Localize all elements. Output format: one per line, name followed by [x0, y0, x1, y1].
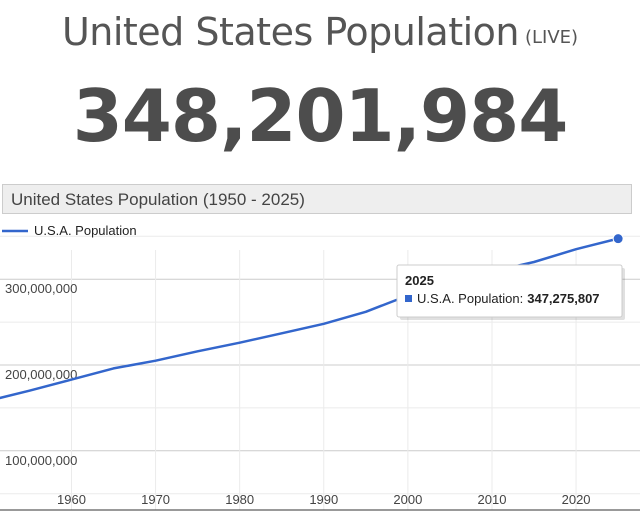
series-line-usa-population[interactable]	[0, 237, 619, 401]
title-text: United States Population	[61, 10, 520, 54]
x-tick-label: 2000	[393, 492, 422, 507]
legend-label: U.S.A. Population	[34, 223, 137, 238]
x-tick-label: 1960	[57, 492, 86, 507]
population-counter: 348,201,984	[72, 74, 569, 158]
y-tick-label: 100,000,000	[5, 453, 77, 468]
x-tick-label: 1980	[225, 492, 254, 507]
legend[interactable]: U.S.A. Population	[2, 223, 137, 238]
y-axis-labels: 100,000,000 200,000,000 300,000,000	[5, 281, 77, 468]
x-tick-label: 1970	[141, 492, 170, 507]
live-label: (LIVE)	[524, 27, 579, 48]
tooltip-title: 2025	[405, 273, 434, 288]
y-tick-label: 200,000,000	[5, 367, 77, 382]
x-tick-label: 1990	[309, 492, 338, 507]
tooltip-box	[396, 264, 623, 318]
chart-panel-header: United States Population (1950 - 2025)	[2, 184, 632, 214]
y-tick-label: 300,000,000	[5, 281, 77, 296]
chart-panel-title: United States Population (1950 - 2025)	[11, 190, 305, 209]
page-title: United States Population (LIVE)	[0, 10, 640, 54]
tooltip-series-name: U.S.A. Population:	[417, 291, 523, 306]
tooltip-swatch	[405, 295, 412, 302]
highlighted-data-point	[612, 233, 624, 245]
data-points	[612, 233, 624, 245]
x-tick-label: 2010	[478, 492, 507, 507]
tooltip: 2025 U.S.A. Population: 347,275,807	[396, 264, 625, 320]
x-tick-label: 2020	[562, 492, 591, 507]
x-axis-labels: 1960 1970 1980 1990 2000 2010 2020	[57, 492, 591, 507]
tooltip-series-label: U.S.A. Population: 347,275,807	[417, 291, 600, 306]
tooltip-value: 347,275,807	[527, 291, 599, 306]
